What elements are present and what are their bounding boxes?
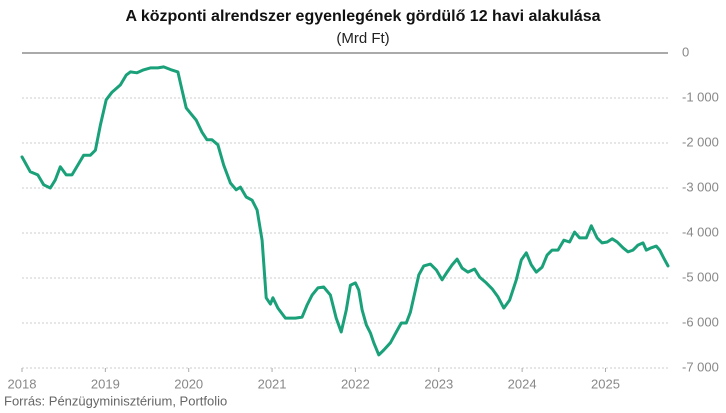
chart-title: A központi alrendszer egyenlegének gördü…	[125, 8, 600, 25]
y-tick-label: -4 000	[682, 224, 719, 239]
x-tick-label: 2021	[258, 376, 287, 391]
y-tick-label: -2 000	[682, 134, 719, 149]
y-tick-label: -7 000	[682, 359, 719, 374]
y-tick-label: -5 000	[682, 269, 719, 284]
x-tick-label: 2024	[508, 376, 537, 391]
x-tick-label: 2020	[174, 376, 203, 391]
x-tick-label: 2022	[341, 376, 370, 391]
x-tick-label: 2018	[8, 376, 37, 391]
y-tick-label: 0	[682, 44, 689, 59]
source-note: Forrás: Pénzügyminisztérium, Portfolio	[4, 393, 227, 408]
data-line	[20, 65, 670, 357]
chart-subtitle: (Mrd Ft)	[336, 30, 389, 47]
y-tick-label: -6 000	[682, 314, 719, 329]
y-tick-label: -1 000	[682, 89, 719, 104]
x-tick-label: 2025	[591, 376, 620, 391]
x-tick-label: 2023	[424, 376, 453, 391]
y-tick-label: -3 000	[682, 179, 719, 194]
x-tick-label: 2019	[91, 376, 120, 391]
